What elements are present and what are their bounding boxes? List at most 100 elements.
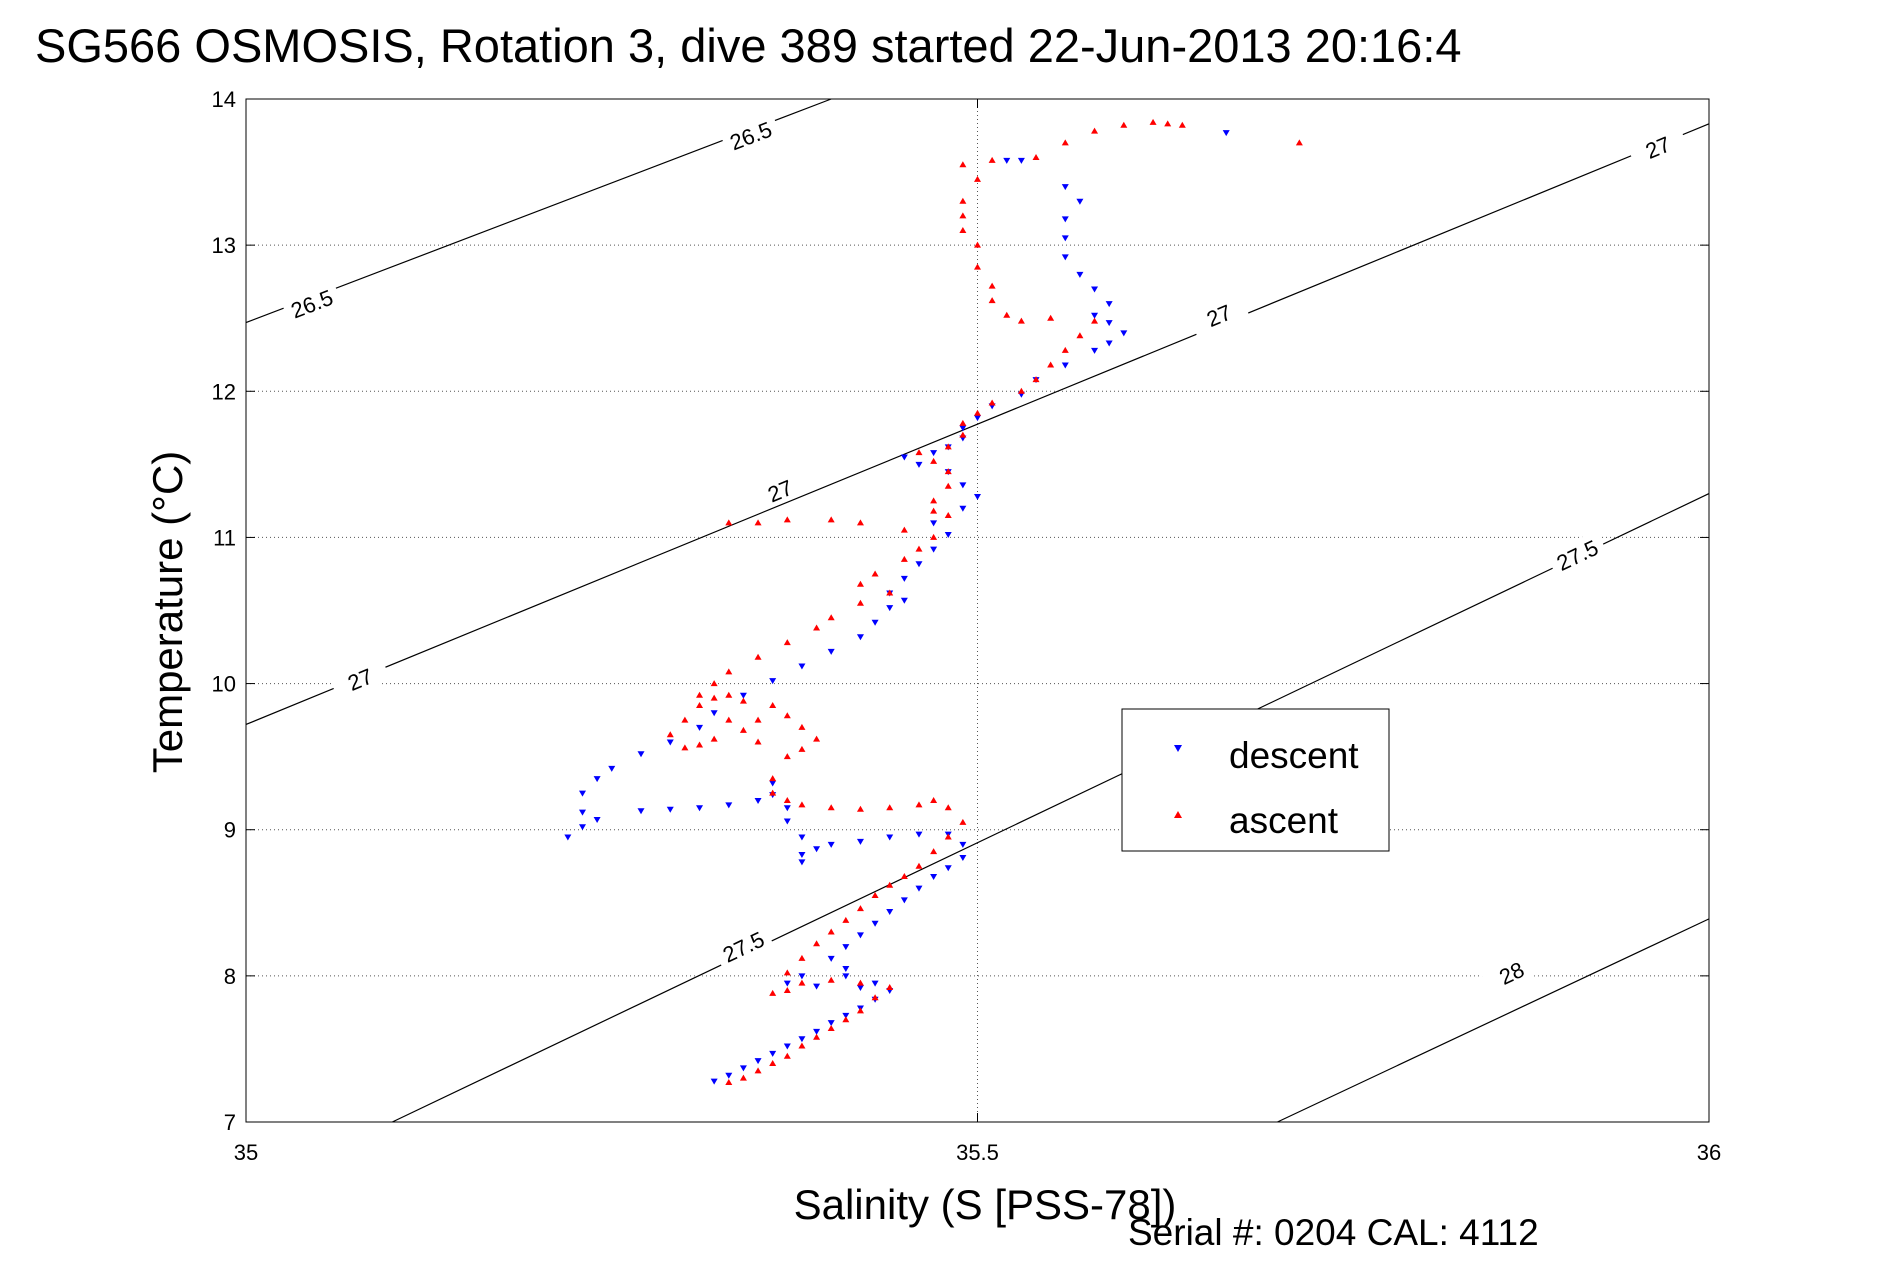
descent-point [1061,184,1069,191]
ascent-point [959,818,967,825]
descent-point [1061,362,1069,369]
ascent-point [915,801,923,808]
ascent-point [827,804,835,811]
ascent-point [754,738,762,745]
descent-point [725,1072,733,1079]
ascent-point [959,212,967,219]
isopycnal-label-bg [1187,291,1250,338]
descent-point [959,482,967,489]
descent-point [900,454,908,461]
descent-point [1222,130,1230,137]
descent-point [593,816,601,823]
ascent-point [959,161,967,168]
x-tick-label: 35 [234,1140,258,1165]
ascent-point [783,796,791,803]
ascent-point [1047,361,1055,368]
ascent-point [944,833,952,840]
ascent-point [856,905,864,912]
descent-point [930,873,938,880]
ascent-point [930,457,938,464]
ascent-point [827,516,835,523]
ascent-point [1017,317,1025,324]
ascent-point [725,1079,733,1086]
descent-point [886,834,894,841]
ascent-point [988,156,996,163]
descent-point [798,1036,806,1043]
ascent-point [783,712,791,719]
footer-text: Serial #: 0204 CAL: 4112 [1128,1212,1539,1253]
descent-point [915,885,923,892]
isopycnal-line [392,493,1710,1123]
descent-point [798,859,806,866]
ascent-point [886,984,894,991]
ascent-point [696,741,704,748]
ascent-point [1003,311,1011,318]
descent-point [842,966,850,973]
descent-point [1076,198,1084,205]
descent-point [900,897,908,904]
ascent-point [696,701,704,708]
descent-point [827,648,835,655]
descent-point [725,802,733,809]
descent-point [769,780,777,787]
descent-point [754,1058,762,1065]
descent-point [578,824,586,831]
ascent-point [769,1060,777,1067]
descent-point [915,831,923,838]
descent-point [900,597,908,604]
legend-marker-descent [1174,745,1182,752]
descent-point [666,739,674,746]
chart-title: SG566 OSMOSIS, Rotation 3, dive 389 star… [35,19,1462,72]
ascent-point [798,745,806,752]
x-axis-label: Salinity (S [PSS-78]) [794,1181,1177,1228]
isopycnal-line [1277,918,1710,1123]
descent-point [1091,347,1099,354]
ascent-point [769,789,777,796]
ascent-point [754,1067,762,1074]
descent-point [578,809,586,816]
ascent-point [856,599,864,606]
descent-point [739,692,747,699]
descent-point [564,834,572,841]
ascent-point [1149,118,1157,125]
descent-point [900,575,908,582]
ascent-point [813,940,821,947]
ascent-point [798,723,806,730]
ascent-point [1091,127,1099,134]
ascent-point [886,881,894,888]
descent-point [871,619,879,626]
descent-point [842,1012,850,1019]
ascent-point [974,175,981,182]
descent-point [1076,271,1084,278]
ascent-point [856,1007,864,1014]
descent-point [871,920,879,927]
ascent-point [1061,346,1069,353]
descent-point [944,865,952,872]
ascent-point [1032,376,1040,383]
ascent-point [725,668,733,675]
ascent-point [769,989,777,996]
descent-point [769,1050,777,1057]
ascent-point [827,614,835,621]
y-tick-label: 9 [224,818,236,843]
y-tick-label: 8 [224,964,236,989]
ascent-point [856,580,864,587]
ascent-point [944,804,952,811]
ascent-point [666,731,674,738]
ascent-point [915,545,923,552]
ascent-point [739,697,747,704]
ascent-point [974,241,981,248]
descent-point [886,909,894,916]
descent-point [886,605,894,612]
ascent-point [739,1074,747,1081]
legend-label-ascent: ascent [1229,800,1339,841]
ascent-point [813,1033,821,1040]
descent-point [798,834,806,841]
descent-point [637,808,645,815]
descent-point [783,818,791,825]
descent-point [959,505,967,512]
descent-point [856,838,864,845]
isopycnal-label-bg [1546,530,1608,578]
